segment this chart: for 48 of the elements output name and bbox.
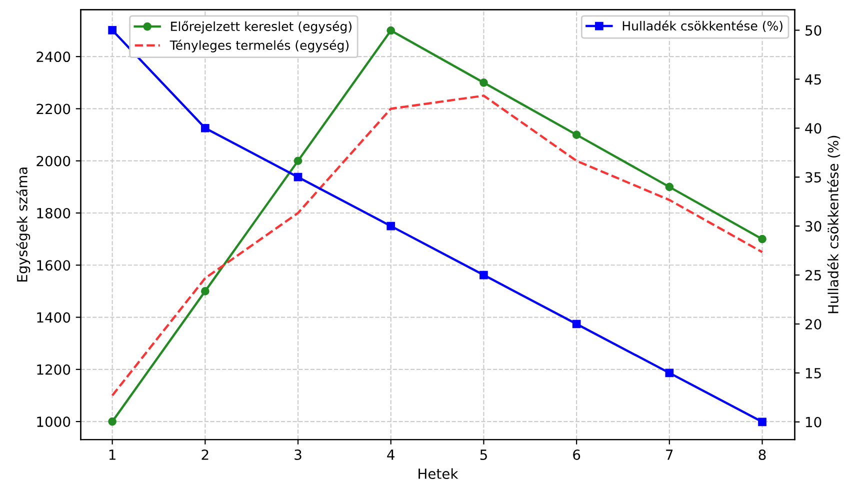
y-tick-label: 1000 bbox=[37, 416, 70, 428]
x-tick-label: 8 bbox=[758, 449, 766, 460]
y2-tick-label: 10 bbox=[806, 416, 822, 428]
y2-tick-label: 50 bbox=[806, 25, 822, 36]
x-tick-label: 7 bbox=[666, 450, 673, 460]
point bbox=[572, 320, 581, 328]
point bbox=[108, 417, 116, 426]
y-tick-label: 2200 bbox=[36, 104, 70, 114]
point bbox=[572, 130, 581, 139]
legend-label: Előrejelzett kereslet (egység) bbox=[171, 20, 352, 34]
y-tick-label: 2000 bbox=[36, 156, 70, 166]
legend-label: Hulladék csökkentése (%) bbox=[622, 20, 782, 32]
point bbox=[480, 270, 488, 280]
y2-tick-label: 20 bbox=[805, 318, 822, 330]
x-tick-label: 4 bbox=[387, 450, 394, 460]
y2-tick-label: 35 bbox=[806, 172, 821, 183]
point bbox=[758, 234, 766, 244]
point bbox=[758, 418, 766, 426]
y-tick-label: 1400 bbox=[37, 312, 70, 323]
point bbox=[386, 222, 396, 230]
point bbox=[665, 182, 674, 192]
point bbox=[480, 78, 488, 87]
y2-tick-label: 40 bbox=[805, 123, 822, 134]
point bbox=[201, 124, 210, 132]
y-tick-label: 2400 bbox=[36, 52, 70, 62]
y2-tick-label: 25 bbox=[805, 270, 821, 280]
x-axis-title: Hetek bbox=[418, 468, 458, 479]
point bbox=[665, 368, 674, 378]
point bbox=[294, 156, 302, 166]
y-axis-title: Egységek száma bbox=[16, 168, 30, 282]
x-tick-label: 2 bbox=[202, 449, 208, 460]
y2-tick-label: 15 bbox=[806, 368, 821, 378]
y2-tick-label: 45 bbox=[805, 74, 821, 85]
x-tick-label: 5 bbox=[480, 450, 487, 460]
legend-label: Tényleges termelés (egység) bbox=[170, 40, 348, 52]
y-tick-label: 1200 bbox=[37, 364, 70, 375]
x-tick-label: 3 bbox=[294, 449, 302, 460]
point bbox=[108, 26, 116, 34]
point bbox=[294, 172, 302, 182]
x-tick-label: 1 bbox=[109, 450, 116, 460]
y2-tick-label: 30 bbox=[806, 221, 822, 232]
point bbox=[201, 287, 210, 296]
y-tick-label: 1600 bbox=[37, 260, 70, 271]
x-tick-label: 6 bbox=[573, 449, 580, 460]
point bbox=[386, 26, 396, 35]
line-series bbox=[111, 94, 764, 397]
y-tick-label: 1800 bbox=[37, 208, 70, 218]
y2-axis-title: Hulladék csökkentése (%) bbox=[827, 136, 840, 314]
